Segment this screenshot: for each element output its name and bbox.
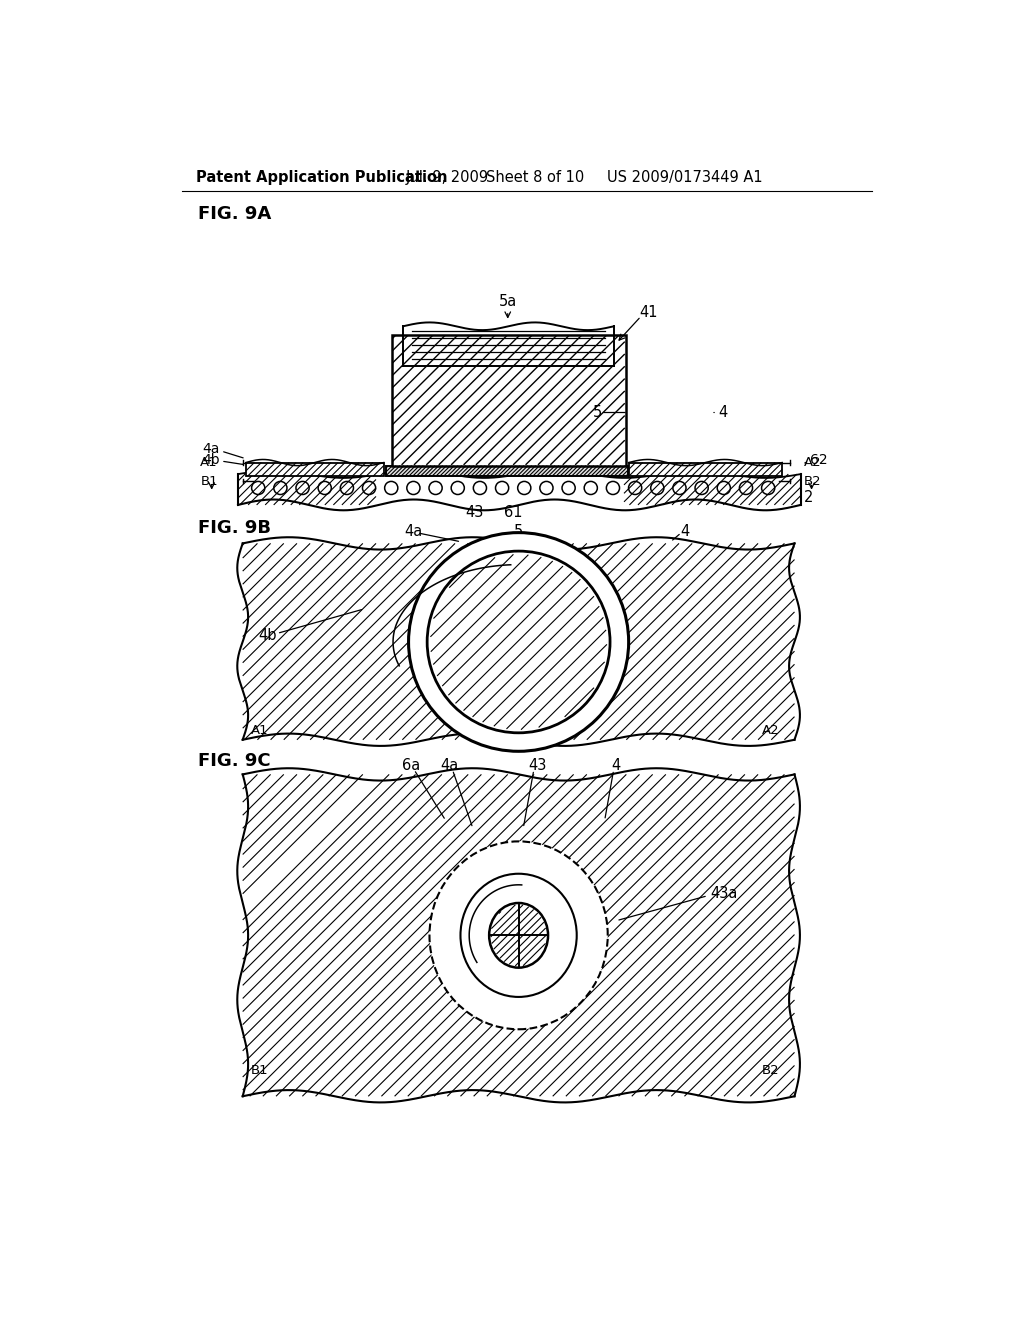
Text: 4b: 4b xyxy=(202,453,219,467)
Text: Sheet 8 of 10: Sheet 8 of 10 xyxy=(486,170,585,185)
Text: 4a: 4a xyxy=(440,758,459,772)
Bar xyxy=(629,462,782,477)
Bar xyxy=(391,335,626,466)
Text: A1: A1 xyxy=(251,723,268,737)
Text: FIG. 9B: FIG. 9B xyxy=(198,519,270,537)
Ellipse shape xyxy=(489,903,548,968)
Text: 5: 5 xyxy=(593,405,602,420)
Ellipse shape xyxy=(429,841,607,1030)
Ellipse shape xyxy=(461,874,577,997)
Text: 4a: 4a xyxy=(404,524,422,539)
Text: 43a: 43a xyxy=(711,886,738,902)
Text: A1: A1 xyxy=(201,455,218,469)
Text: 2: 2 xyxy=(804,491,813,506)
Text: B1: B1 xyxy=(251,1064,268,1077)
Bar xyxy=(386,466,628,477)
Text: FIG. 9A: FIG. 9A xyxy=(198,205,271,223)
Text: Patent Application Publication: Patent Application Publication xyxy=(197,170,447,185)
Text: 43: 43 xyxy=(528,758,547,772)
Text: 6a: 6a xyxy=(401,758,420,772)
Text: 5: 5 xyxy=(514,524,523,539)
Text: 41: 41 xyxy=(640,305,658,319)
Text: 5a: 5a xyxy=(499,293,517,309)
Text: 4: 4 xyxy=(719,405,728,420)
Ellipse shape xyxy=(409,532,629,751)
Bar xyxy=(246,462,384,477)
Text: 43: 43 xyxy=(465,506,483,520)
Text: US 2009/0173449 A1: US 2009/0173449 A1 xyxy=(607,170,763,185)
Text: 4a: 4a xyxy=(202,442,219,457)
Ellipse shape xyxy=(427,552,610,733)
Text: 4: 4 xyxy=(611,758,621,772)
Text: 4b: 4b xyxy=(258,628,276,643)
Text: 4: 4 xyxy=(680,524,689,539)
Text: Jul. 9, 2009: Jul. 9, 2009 xyxy=(406,170,488,185)
Text: FIG. 9C: FIG. 9C xyxy=(198,752,270,771)
Text: A2: A2 xyxy=(804,455,821,469)
Text: 61: 61 xyxy=(504,506,522,520)
Text: B2: B2 xyxy=(762,1064,779,1077)
Text: B1: B1 xyxy=(201,474,218,487)
Text: A2: A2 xyxy=(762,723,779,737)
Text: B2: B2 xyxy=(804,474,821,487)
Text: 62: 62 xyxy=(810,453,827,467)
